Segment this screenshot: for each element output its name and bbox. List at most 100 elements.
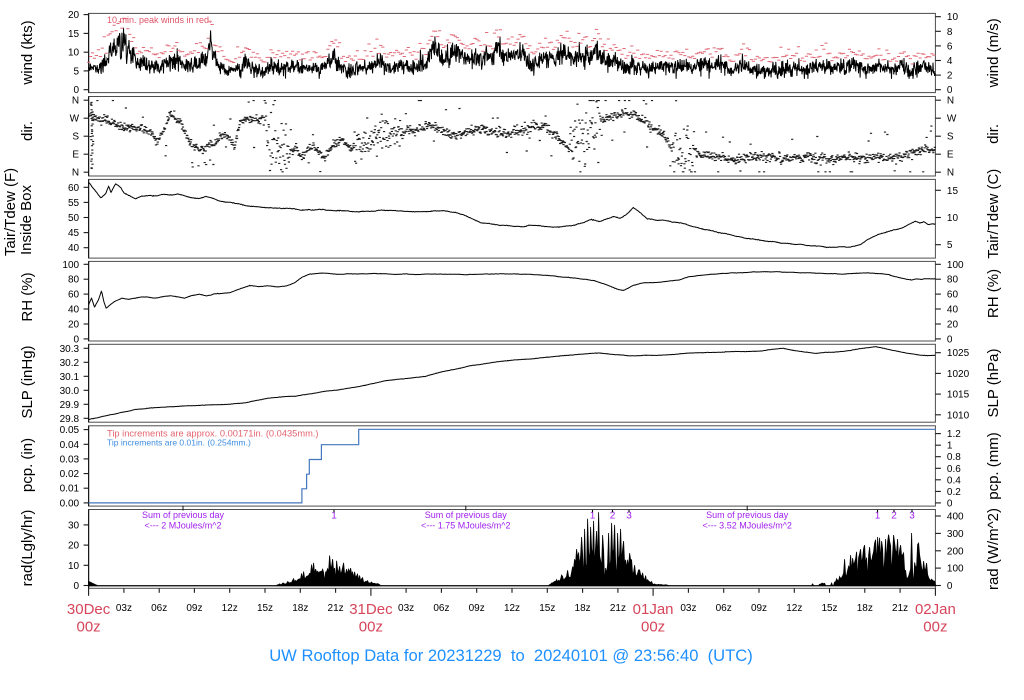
svg-text:0.02: 0.02 [60, 469, 80, 480]
svg-text:1: 1 [331, 510, 337, 521]
svg-text:0.6: 0.6 [947, 464, 961, 475]
svg-text:0: 0 [74, 85, 80, 96]
svg-text:45: 45 [68, 228, 80, 239]
svg-text:18z: 18z [575, 603, 591, 614]
svg-text:31Dec: 31Dec [349, 601, 393, 618]
svg-text:3: 3 [909, 510, 915, 521]
svg-text:0.01: 0.01 [60, 484, 80, 495]
svg-text:21z: 21z [610, 603, 626, 614]
svg-text:00z: 00z [77, 618, 101, 635]
svg-text:100: 100 [947, 260, 964, 271]
svg-text:10: 10 [68, 561, 80, 572]
svg-text:Tip increments are approx. 0.0: Tip increments are approx. 0.00171in. (0… [107, 429, 319, 439]
svg-text:Sum of previous day: Sum of previous day [425, 510, 508, 520]
svg-text:15z: 15z [539, 603, 555, 614]
svg-text:12z: 12z [504, 603, 520, 614]
svg-text:wind (m/s): wind (m/s) [985, 18, 1002, 88]
svg-text:1.2: 1.2 [947, 429, 961, 440]
svg-text:4: 4 [947, 56, 953, 67]
svg-text:200: 200 [947, 546, 964, 557]
svg-text:2: 2 [891, 510, 897, 521]
svg-text:8: 8 [947, 27, 953, 38]
svg-text:wind (kts): wind (kts) [19, 20, 36, 85]
svg-text:0: 0 [947, 498, 953, 509]
svg-text:dir.: dir. [985, 124, 1002, 144]
svg-text:18z: 18z [292, 603, 308, 614]
svg-text:1: 1 [590, 510, 596, 521]
svg-text:55: 55 [68, 198, 80, 209]
svg-text:1010: 1010 [947, 410, 970, 421]
svg-text:0.05: 0.05 [60, 425, 80, 436]
svg-text:S: S [947, 132, 954, 143]
svg-text:20: 20 [947, 320, 959, 331]
svg-text:12z: 12z [786, 603, 802, 614]
svg-text:2: 2 [610, 510, 616, 521]
svg-text:1: 1 [947, 441, 953, 452]
svg-text:2: 2 [947, 71, 953, 82]
svg-text:5: 5 [947, 240, 953, 251]
svg-text:20: 20 [68, 10, 80, 21]
svg-text:21z: 21z [328, 603, 344, 614]
svg-text:RH (%): RH (%) [19, 272, 36, 321]
svg-text:60: 60 [68, 290, 80, 301]
svg-text:40: 40 [68, 305, 80, 316]
svg-text:100: 100 [62, 260, 79, 271]
svg-text:06z: 06z [716, 603, 732, 614]
svg-text:S: S [72, 132, 79, 143]
svg-text:21z: 21z [892, 603, 908, 614]
svg-text:09z: 09z [469, 603, 485, 614]
svg-text:rad (W/m^2): rad (W/m^2) [985, 508, 1002, 590]
svg-text:Tip increments are 0.01in. (0.: Tip increments are 0.01in. (0.254mm.) [107, 438, 251, 448]
svg-text:00z: 00z [923, 618, 947, 635]
svg-text:W: W [70, 114, 80, 125]
svg-text:0.03: 0.03 [60, 454, 80, 465]
svg-text:1025: 1025 [947, 348, 970, 359]
svg-text:0.4: 0.4 [947, 475, 961, 486]
svg-text:01Jan: 01Jan [633, 601, 674, 618]
svg-text:N: N [947, 96, 954, 107]
svg-text:15z: 15z [257, 603, 273, 614]
svg-text:30Dec: 30Dec [67, 601, 111, 618]
svg-text:<--- 3.52 MJoules/m^2: <--- 3.52 MJoules/m^2 [702, 521, 792, 531]
svg-text:30.3: 30.3 [60, 344, 80, 355]
svg-text:1015: 1015 [947, 390, 970, 401]
svg-text:02Jan: 02Jan [915, 601, 956, 618]
svg-text:E: E [72, 150, 79, 161]
svg-text:pcp. (mm): pcp. (mm) [985, 432, 1002, 500]
svg-text:10: 10 [947, 12, 959, 23]
svg-text:Inside Box: Inside Box [18, 184, 35, 255]
svg-text:30: 30 [68, 520, 80, 531]
svg-text:Tair/Tdew (C): Tair/Tdew (C) [985, 169, 1002, 259]
svg-text:<--- 1.75 MJoules/m^2: <--- 1.75 MJoules/m^2 [421, 521, 511, 531]
svg-text:10: 10 [947, 213, 959, 224]
svg-text:06z: 06z [433, 603, 449, 614]
svg-text:00z: 00z [641, 618, 665, 635]
svg-text:<--- 2 MJoules/m^2: <--- 2 MJoules/m^2 [145, 521, 222, 531]
svg-text:30.1: 30.1 [60, 372, 80, 383]
svg-text:3: 3 [626, 510, 632, 521]
svg-text:N: N [72, 168, 79, 179]
svg-text:5: 5 [74, 66, 80, 77]
svg-text:20: 20 [68, 320, 80, 331]
svg-text:15: 15 [68, 29, 80, 40]
svg-text:W: W [947, 114, 957, 125]
svg-text:30.2: 30.2 [60, 358, 80, 369]
svg-text:UW Rooftop Data for 20231229: UW Rooftop Data for 20231229 to 20240101… [269, 646, 753, 665]
svg-text:50: 50 [68, 213, 80, 224]
svg-text:60: 60 [947, 290, 959, 301]
svg-text:SLP (hPa): SLP (hPa) [985, 349, 1002, 418]
svg-text:SLP (inHg): SLP (inHg) [19, 345, 36, 418]
svg-text:03z: 03z [680, 603, 696, 614]
svg-text:0: 0 [947, 581, 953, 592]
svg-text:Tair/Tdew (F): Tair/Tdew (F) [2, 168, 19, 256]
svg-text:0.00: 0.00 [60, 498, 80, 509]
svg-text:40: 40 [947, 305, 959, 316]
svg-text:03z: 03z [116, 603, 132, 614]
svg-text:00z: 00z [359, 618, 383, 635]
svg-text:09z: 09z [751, 603, 767, 614]
svg-text:N: N [947, 168, 954, 179]
svg-text:10: 10 [68, 48, 80, 59]
svg-text:6: 6 [947, 41, 953, 52]
svg-text:29.9: 29.9 [60, 400, 80, 411]
svg-text:dir.: dir. [19, 121, 36, 141]
